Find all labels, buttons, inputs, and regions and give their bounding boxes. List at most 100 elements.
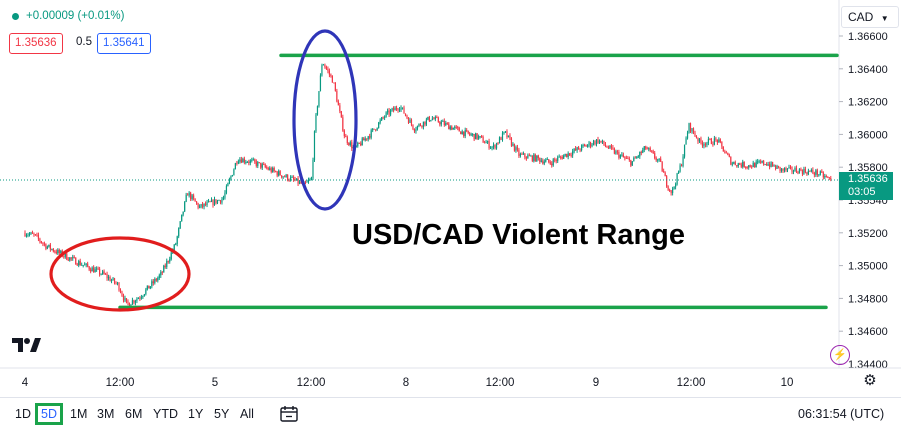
candle-body: [145, 289, 147, 295]
timeframe-5d[interactable]: 5D: [35, 403, 63, 425]
candle-body: [464, 130, 466, 136]
candle-body: [446, 123, 448, 124]
buy-price-box[interactable]: 1.35641: [97, 33, 151, 54]
candle-body: [576, 147, 578, 151]
timeframe-all[interactable]: All: [240, 407, 254, 421]
candle-body: [736, 165, 738, 167]
plot-area[interactable]: [0, 63, 839, 306]
candle-body: [748, 165, 750, 168]
gear-icon[interactable]: ⚙: [863, 372, 877, 389]
candle-body: [689, 123, 692, 132]
candle-body: [491, 147, 493, 148]
candle-body: [751, 166, 753, 168]
candle-body: [795, 167, 798, 173]
y-tick-label: 1.35800: [848, 162, 888, 174]
timeframe-5y[interactable]: 5Y: [214, 407, 230, 421]
price-axis[interactable]: 1.366001.364001.362001.360001.358001.355…: [838, 0, 888, 371]
candle-body: [652, 151, 654, 154]
candle-body: [625, 158, 627, 159]
candle-body: [552, 159, 554, 166]
candle-body: [125, 298, 128, 302]
candle-body: [585, 145, 587, 147]
candle-body: [624, 157, 626, 159]
timeframe-3m[interactable]: 3M: [97, 407, 115, 421]
timeframe-1d[interactable]: 1D: [15, 407, 31, 421]
bottom-toolbar: 1D 5D 1M 3M 6M YTD 1Y 5Y All 06:31:54 (U…: [0, 397, 901, 433]
candle-body: [570, 154, 572, 156]
y-tick-label: 1.36200: [848, 97, 888, 109]
candle-body: [91, 267, 93, 272]
x-tick-label: 12:00: [106, 377, 135, 389]
candle-body: [381, 117, 383, 121]
candle-body: [495, 143, 498, 149]
candle-body: [434, 117, 436, 120]
price-chart[interactable]: 1.366001.364001.362001.360001.358001.355…: [0, 0, 901, 397]
candle-body: [163, 265, 165, 273]
candle-body: [64, 253, 66, 257]
candle-body: [716, 139, 718, 143]
candle-body: [555, 160, 557, 161]
candle-body: [209, 201, 211, 203]
candle-body: [777, 165, 780, 167]
candle-body: [698, 138, 701, 142]
candle-body: [430, 120, 432, 122]
candle-body: [397, 109, 399, 111]
candle-body: [257, 162, 259, 166]
candle-body: [539, 158, 541, 162]
currency-label: CAD: [848, 10, 874, 24]
candle-body: [704, 144, 707, 146]
sell-price-box[interactable]: 1.35636: [9, 33, 63, 54]
candle-body: [173, 244, 175, 251]
candle-body: [745, 167, 747, 168]
candle-body: [606, 146, 608, 148]
candle-body: [646, 148, 648, 150]
timeframe-1m[interactable]: 1M: [70, 407, 88, 421]
candle-body: [789, 166, 792, 168]
lightning-icon[interactable]: ⚡: [830, 345, 850, 365]
candle-body: [725, 152, 727, 154]
candle-body: [661, 161, 663, 172]
candle-body: [272, 168, 274, 172]
candle-body: [143, 294, 145, 297]
candle-body: [252, 159, 254, 161]
candle-body: [373, 128, 375, 130]
candle-body: [758, 161, 760, 163]
candle-body: [766, 164, 768, 166]
candle-body: [683, 144, 686, 157]
candle-body: [810, 169, 812, 172]
candle-body: [733, 162, 735, 164]
candle-body: [81, 264, 83, 266]
candle-body: [578, 147, 580, 150]
timeframe-6m[interactable]: 6M: [125, 407, 143, 421]
candle-body: [228, 179, 231, 184]
calendar-range-icon[interactable]: [280, 405, 298, 422]
candle-body: [439, 122, 441, 125]
time-axis[interactable]: 4 12:00 5 12:00 8 12:00 9 12:00 10: [0, 367, 901, 389]
candle-body: [536, 155, 538, 162]
candle-body: [600, 140, 602, 143]
candle-body: [703, 144, 705, 146]
candle-body: [33, 233, 35, 235]
candle-body: [492, 144, 495, 148]
candle-body: [52, 248, 54, 252]
candle-body: [604, 144, 607, 147]
candle-body: [164, 265, 166, 267]
candle-body: [809, 170, 811, 172]
candle-body: [137, 298, 140, 300]
candle-body: [24, 232, 26, 237]
candle-body: [413, 129, 416, 132]
candle-body: [54, 251, 56, 253]
timeframe-1y[interactable]: 1Y: [188, 407, 204, 421]
currency-selector[interactable]: CAD ▼: [841, 6, 899, 28]
candle-body: [360, 143, 362, 146]
candle-body: [133, 300, 135, 303]
candle-body: [712, 144, 714, 145]
candle-body: [825, 176, 827, 177]
candle-body: [99, 268, 101, 275]
candle-body: [34, 234, 37, 236]
candle-body: [530, 155, 532, 157]
candle-body: [328, 70, 331, 75]
candle-body: [194, 198, 196, 202]
timeframe-ytd[interactable]: YTD: [153, 407, 178, 421]
candle-body: [342, 117, 344, 131]
